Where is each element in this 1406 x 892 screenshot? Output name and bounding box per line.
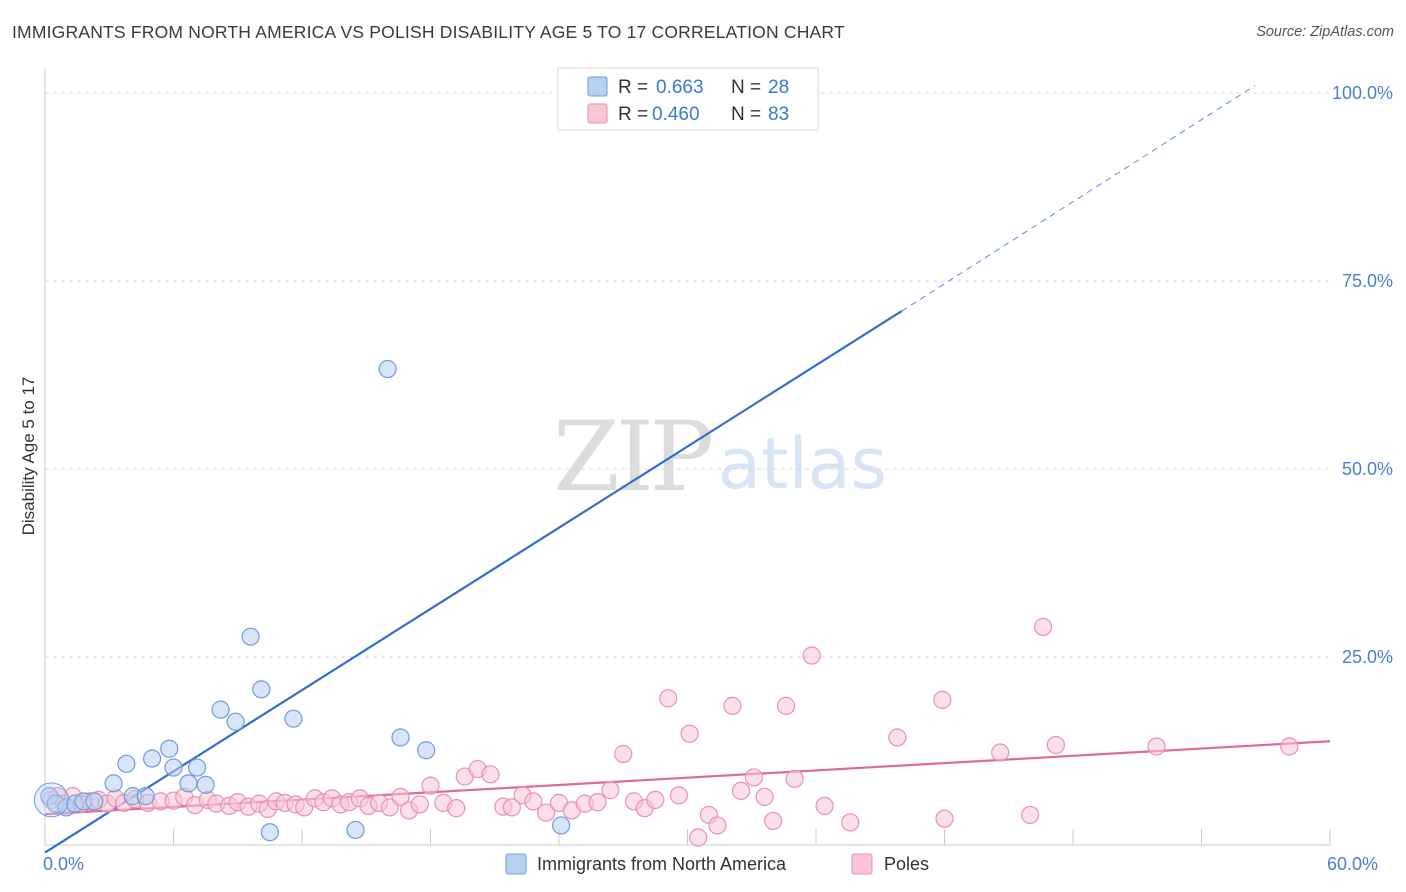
point-poles [731, 781, 751, 800]
point-immigrants [187, 758, 207, 777]
correlation-legend: R = 0.663 N = 28 R = 0.460 N = 83 [557, 67, 819, 131]
legend-r-label: R = [618, 77, 648, 98]
point-poles [646, 790, 665, 809]
point-poles [391, 787, 410, 806]
point-poles [1147, 737, 1166, 756]
point-poles [755, 787, 774, 806]
legend-n-label: N = [731, 77, 761, 98]
series-legend-label-poles: Poles [884, 854, 929, 874]
x-tick-label: 0.0% [43, 854, 84, 874]
point-poles [447, 799, 466, 818]
point-immigrants [142, 749, 162, 768]
point-poles [764, 811, 783, 831]
point-poles [689, 828, 708, 847]
y-tick-label: 50.0% [1342, 459, 1393, 479]
point-poles [659, 689, 678, 708]
point-poles [935, 809, 954, 828]
point-poles [502, 798, 521, 817]
grid [45, 92, 1330, 658]
point-poles [421, 776, 440, 795]
point-immigrants [346, 820, 365, 840]
point-poles [841, 813, 860, 832]
point-immigrants [85, 792, 104, 811]
point-immigrants-large [33, 782, 69, 818]
point-immigrants [252, 680, 271, 699]
point-poles [1046, 735, 1065, 755]
point-immigrants [117, 754, 136, 773]
x-tick-label: 60.0% [1327, 854, 1378, 874]
point-poles [815, 796, 834, 815]
point-poles [1033, 617, 1053, 637]
point-immigrants [160, 739, 179, 758]
tick-labels: 25.0% 50.0% 75.0% 100.0% 0.0% 60.0% [43, 83, 1393, 874]
point-poles [537, 803, 556, 822]
point-immigrants [136, 787, 155, 806]
point-immigrants [104, 774, 123, 793]
series-legend-swatch-pink [851, 853, 873, 875]
point-poles [785, 769, 804, 788]
point-immigrants [164, 758, 183, 777]
chart-title: IMMIGRANTS FROM NORTH AMERICA VS POLISH … [12, 22, 845, 42]
point-poles [991, 743, 1010, 762]
legend-swatch-pink [587, 103, 608, 124]
series-legend: Immigrants from North America Poles [505, 853, 929, 875]
y-tick-label: 25.0% [1342, 647, 1393, 667]
point-poles [588, 793, 607, 812]
legend-swatch-blue [587, 76, 608, 97]
series-legend-label-immigrants: Immigrants from North America [537, 854, 787, 874]
series-legend-swatch-blue [505, 853, 527, 875]
data-points [33, 83, 1299, 847]
point-poles [776, 696, 796, 715]
point-immigrants [196, 775, 215, 794]
point-poles [680, 724, 699, 743]
point-poles [723, 696, 742, 715]
point-immigrants [211, 700, 230, 719]
y-tick-label: 100.0% [1332, 83, 1393, 103]
point-immigrants [284, 709, 303, 728]
point-poles [410, 795, 429, 814]
y-tick-label: 75.0% [1342, 271, 1393, 291]
trend-line-immigrants [44, 310, 903, 854]
point-immigrants [378, 359, 397, 379]
point-immigrants [552, 816, 571, 835]
point-poles [744, 768, 763, 787]
point-immigrants [179, 774, 198, 793]
point-poles [802, 646, 821, 665]
point-poles [481, 765, 500, 784]
watermark-zip: ZIP [553, 401, 712, 513]
point-poles [524, 792, 543, 811]
legend-n-value: 83 [768, 104, 789, 125]
point-poles [708, 816, 727, 835]
source-credit: Source: ZipAtlas.com [1256, 24, 1394, 40]
point-poles [601, 781, 620, 800]
legend-n-label: N = [731, 104, 761, 125]
point-immigrants [417, 741, 436, 760]
axes [44, 68, 1331, 846]
point-immigrants [241, 627, 260, 646]
point-poles [933, 690, 952, 709]
point-poles [614, 744, 633, 764]
point-poles [669, 786, 689, 805]
point-poles [888, 728, 907, 747]
point-poles [1280, 737, 1299, 756]
watermark-atlas: atlas [718, 423, 887, 505]
point-poles [1021, 805, 1040, 825]
y-axis-label: Disability Age 5 to 17 [19, 377, 38, 536]
legend-n-value: 28 [768, 77, 789, 98]
legend-r-value: 0.460 [652, 104, 700, 125]
point-immigrants [226, 712, 245, 731]
point-immigrants [391, 728, 410, 747]
legend-r-value: 0.663 [656, 77, 704, 98]
point-immigrants [260, 823, 279, 842]
trend-line-immigrants-extension [901, 85, 1256, 312]
legend-r-label: R = [618, 104, 648, 125]
